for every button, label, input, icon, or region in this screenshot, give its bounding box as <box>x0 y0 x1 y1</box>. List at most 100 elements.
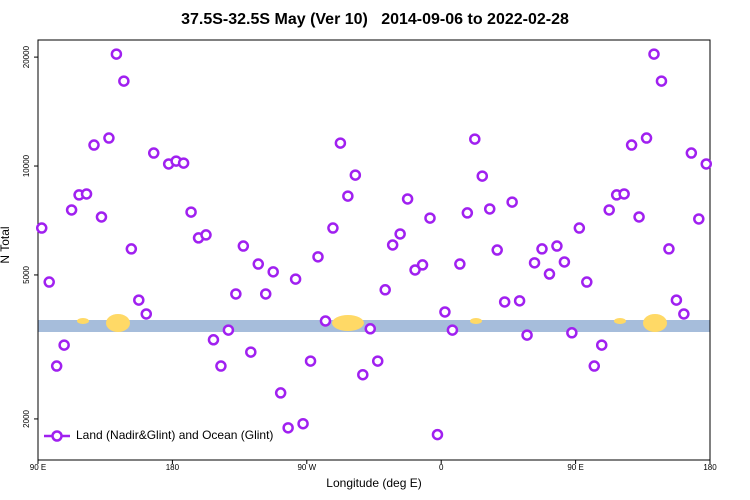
x-axis-label: Longitude (deg E) <box>326 476 421 490</box>
point <box>65 204 78 216</box>
point <box>640 132 653 144</box>
point <box>282 422 294 434</box>
y-tick-label: 2000 <box>22 409 31 427</box>
land <box>77 318 89 324</box>
point <box>498 296 511 308</box>
point <box>147 147 160 159</box>
land <box>332 315 364 331</box>
point <box>693 213 705 225</box>
y-axis-label: N Total <box>0 226 12 263</box>
point <box>581 276 593 288</box>
point <box>43 276 55 288</box>
point <box>133 294 145 306</box>
point <box>222 324 235 336</box>
point <box>476 170 489 182</box>
point <box>207 334 220 346</box>
land <box>106 314 130 332</box>
point <box>252 258 265 270</box>
point <box>528 257 541 269</box>
point <box>446 324 459 336</box>
point <box>648 48 660 60</box>
point <box>334 137 347 149</box>
x-tick-label: 0 <box>439 463 444 472</box>
x-tick-label: 180 <box>166 463 180 472</box>
point <box>685 147 698 159</box>
point <box>230 288 242 300</box>
x-tick-label: 90 W <box>297 463 316 472</box>
point <box>678 308 690 320</box>
point <box>140 308 153 320</box>
point <box>110 48 123 60</box>
point <box>506 196 518 208</box>
point <box>469 133 481 145</box>
legend-marker <box>51 430 63 442</box>
point <box>670 294 683 306</box>
point <box>431 428 444 441</box>
point <box>543 268 556 280</box>
point <box>424 212 436 224</box>
point <box>491 244 503 256</box>
x-tick-label: 90 E <box>30 463 46 472</box>
point <box>304 355 317 367</box>
point <box>327 222 339 234</box>
point <box>259 288 272 300</box>
point <box>125 243 138 255</box>
point <box>245 346 257 358</box>
point <box>573 222 586 234</box>
land <box>470 318 482 324</box>
point <box>603 204 615 216</box>
point <box>513 295 526 307</box>
legend-label: Land (Nadir&Glint) and Ocean (Glint) <box>76 428 273 442</box>
point <box>237 240 250 252</box>
y-tick-label: 10000 <box>22 154 31 177</box>
point <box>319 315 332 327</box>
point <box>439 306 451 318</box>
y-tick-label: 20000 <box>22 45 31 68</box>
chart-title: 37.5S-32.5S May (Ver 10) 2014-09-06 to 2… <box>181 11 569 28</box>
point <box>618 188 630 200</box>
y-tick-label: 5000 <box>22 265 31 283</box>
point <box>274 387 287 399</box>
point <box>386 239 399 251</box>
point <box>536 243 548 255</box>
point <box>364 323 377 335</box>
point <box>588 360 601 372</box>
point <box>58 339 70 351</box>
point <box>267 266 279 278</box>
point <box>409 264 421 276</box>
point <box>454 258 466 270</box>
point <box>357 368 369 381</box>
point <box>215 360 227 372</box>
point <box>655 75 668 87</box>
point <box>342 190 354 202</box>
point <box>625 139 638 151</box>
point <box>401 193 414 205</box>
point <box>95 211 108 223</box>
point <box>35 222 48 234</box>
point <box>80 188 93 200</box>
plot-frame <box>37 39 711 461</box>
point <box>521 329 533 341</box>
x-tick-label: 90 E <box>567 463 583 472</box>
point <box>371 355 384 367</box>
point <box>50 360 63 372</box>
point <box>379 284 391 296</box>
point <box>700 158 713 170</box>
point <box>461 207 474 219</box>
point <box>200 229 212 241</box>
point <box>558 256 571 268</box>
point <box>633 211 645 223</box>
land <box>643 314 667 332</box>
point <box>566 327 578 339</box>
point <box>349 169 362 181</box>
point <box>416 259 429 271</box>
point <box>394 228 406 240</box>
x-tick-label: 180 <box>703 463 717 472</box>
point <box>103 132 115 144</box>
point <box>595 339 608 351</box>
point <box>177 157 190 169</box>
point <box>88 139 100 151</box>
point <box>289 273 302 285</box>
point <box>312 251 324 263</box>
